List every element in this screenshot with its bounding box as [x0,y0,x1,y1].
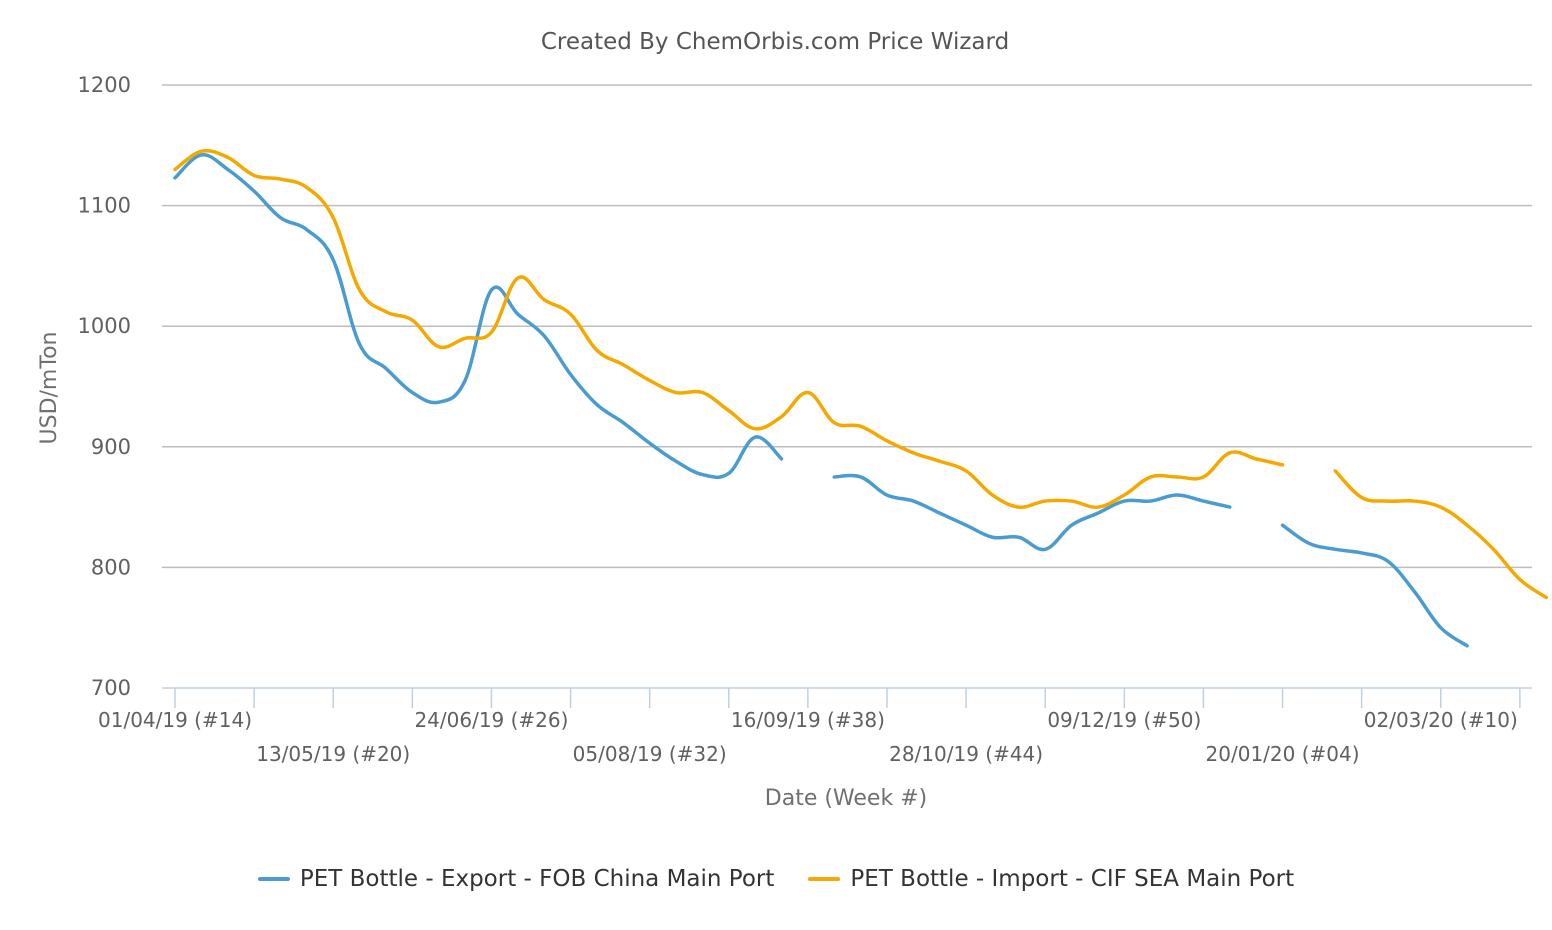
series-line-segment [173,153,784,480]
series-line-segment [1280,523,1469,648]
y-axis-ticks: 700 800 900 1000 1100 1200 [78,73,131,700]
y-gridlines [162,84,1532,569]
legend-label-export: PET Bottle - Export - FOB China Main Por… [299,866,775,892]
y-tick-label-900: 900 [91,435,131,459]
y-tick-label-700: 700 [91,676,131,700]
x-tick-label: 09/12/19 (#50) [1047,708,1201,732]
x-tick-label: 16/09/19 (#38) [731,708,885,732]
x-tick-label: 13/05/19 (#20) [256,742,410,766]
x-tick-label: 01/04/19 (#14) [98,708,252,732]
y-axis-title: USD/mTon [37,332,62,445]
x-tick-label: 28/10/19 (#44) [889,742,1043,766]
chart-title: Created By ChemOrbis.com Price Wizard [541,29,1009,55]
x-tick-label: 02/03/20 (#10) [1364,708,1518,732]
legend-item-import[interactable]: PET Bottle - Import - CIF SEA Main Port [808,866,1294,892]
x-tick-label: 20/01/20 (#04) [1206,742,1360,766]
x-axis-ticks: 01/04/19 (#14)13/05/19 (#20)24/06/19 (#2… [98,688,1521,766]
x-tick-label: 05/08/19 (#32) [573,742,727,766]
series-1 [173,148,1548,600]
legend-swatch-import [808,877,841,881]
y-tick-label-1100: 1100 [78,194,131,218]
legend-label-import: PET Bottle - Import - CIF SEA Main Port [850,866,1295,892]
series-lines [173,148,1548,648]
legend-item-export[interactable]: PET Bottle - Export - FOB China Main Por… [257,866,775,892]
series-0 [173,153,1469,648]
x-tick-label: 24/06/19 (#26) [414,708,568,732]
series-line-segment [832,473,1232,552]
series-line-segment [173,148,1285,509]
y-tick-label-1000: 1000 [78,314,131,338]
legend-swatch-export [257,877,290,881]
chart-legend: PET Bottle - Export - FOB China Main Por… [0,866,1552,892]
y-tick-label-800: 800 [91,555,131,579]
series-line-segment [1333,469,1548,600]
y-tick-label-1200: 1200 [78,73,131,97]
x-axis-title: Date (Week #) [765,786,927,811]
